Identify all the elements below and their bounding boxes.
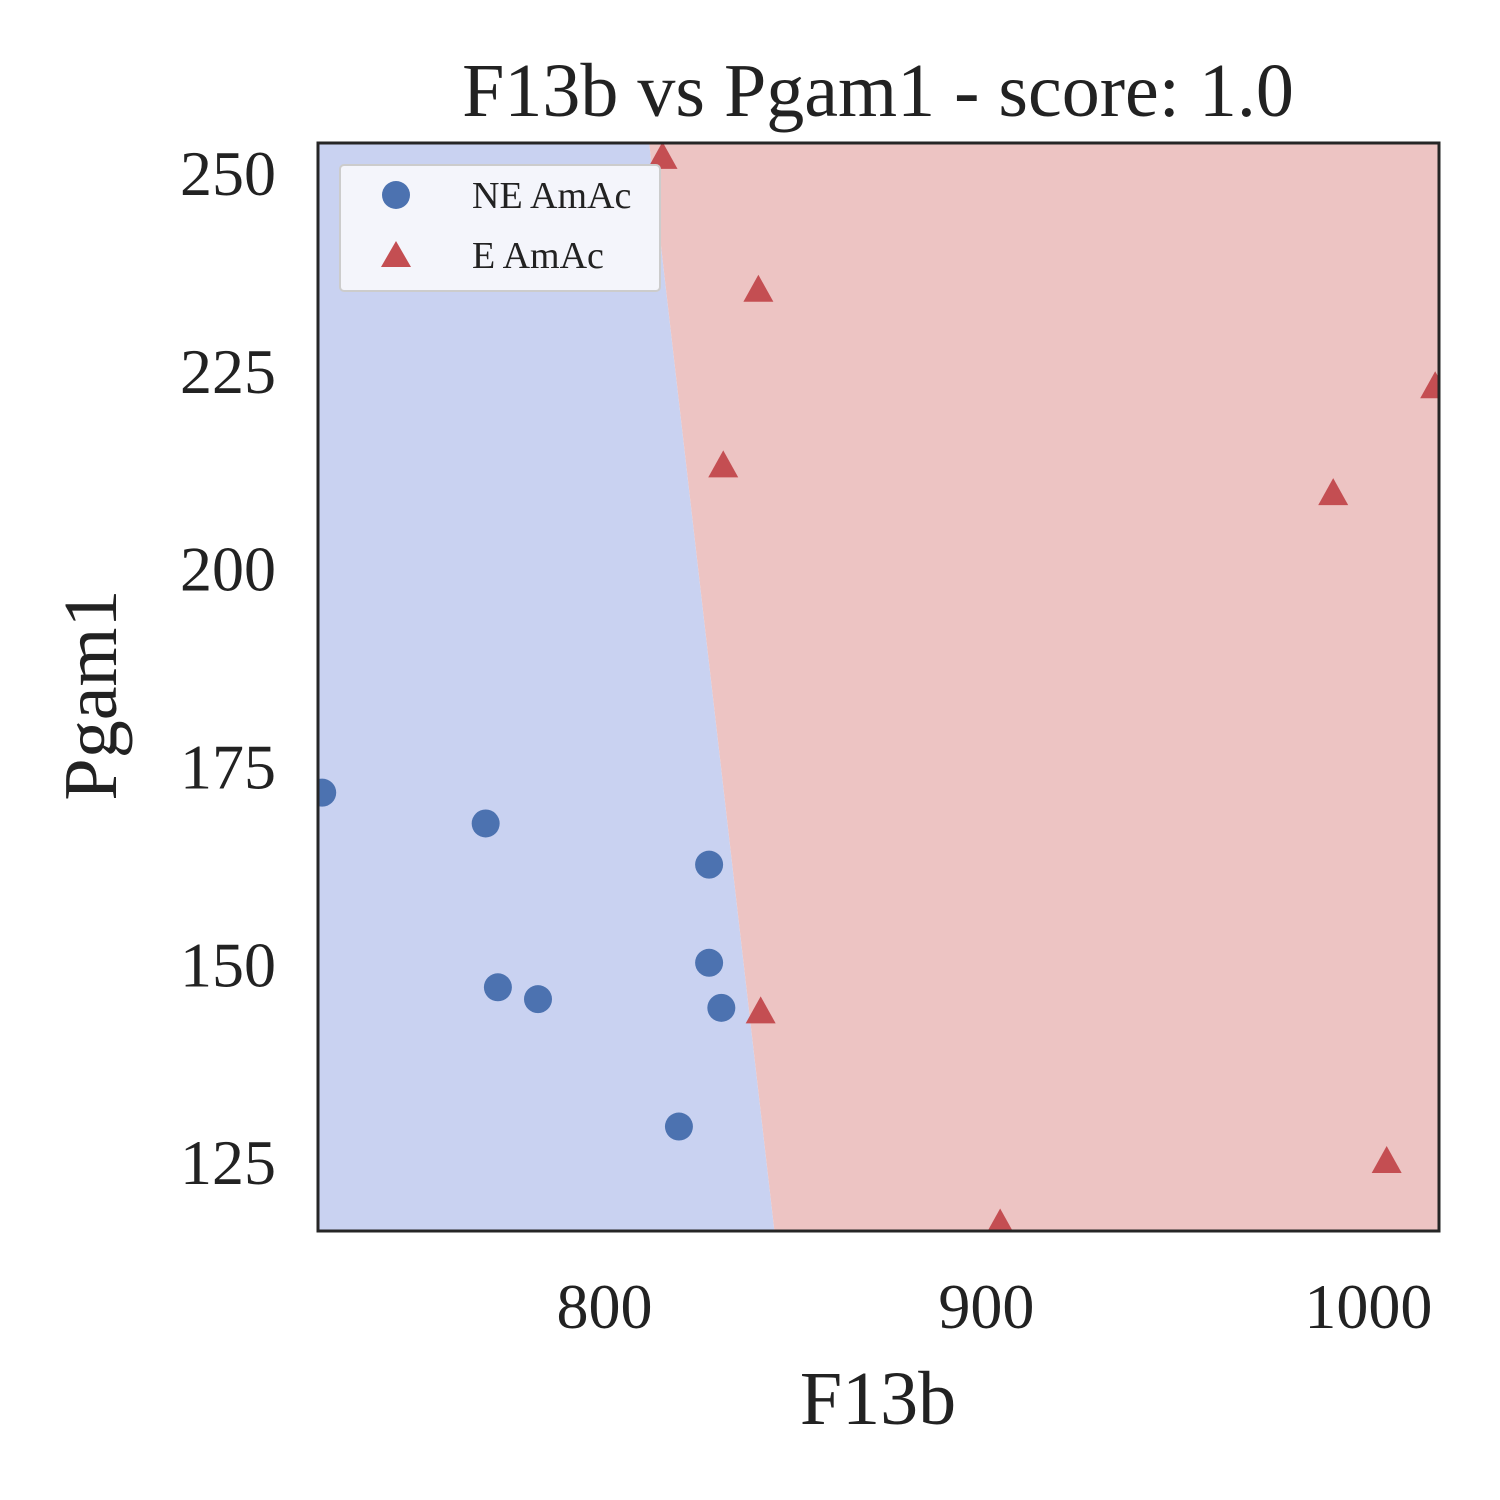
plot-frame	[316, 141, 1441, 1233]
point-ne-amac-4	[523, 985, 552, 1014]
legend-label-e-amac: E AmAc	[472, 235, 604, 277]
point-ne-amac-6	[695, 948, 724, 977]
y-tick-label-125: 125	[180, 1127, 276, 1198]
point-e-amac-6	[745, 996, 776, 1024]
y-tick-label-200: 200	[180, 534, 276, 605]
point-e-amac-4	[1420, 371, 1439, 399]
legend-marker-e-amac	[381, 241, 411, 267]
y-tick-label-250: 250	[180, 138, 276, 209]
data-points	[318, 143, 1439, 1231]
legend-box	[339, 164, 661, 292]
point-ne-amac-8	[664, 1112, 693, 1141]
region-e-amac	[649, 143, 1439, 1231]
point-ne-amac-7	[707, 993, 736, 1022]
point-e-amac-7	[1371, 1145, 1402, 1173]
x-tick-label-1000: 1000	[1304, 1271, 1432, 1342]
y-tick-label-175: 175	[180, 732, 276, 803]
point-e-amac-5	[1318, 478, 1349, 506]
x-axis-ticks: 800 900 1000	[556, 1271, 1432, 1342]
y-tick-label-225: 225	[180, 336, 276, 407]
legend-marker-ne-amac	[382, 181, 410, 209]
legend: NE AmAc E AmAc	[339, 164, 661, 292]
point-ne-amac-2	[471, 809, 500, 838]
y-axis-ticks: 125 150 175 200 225 250	[180, 138, 276, 1198]
y-tick-label-150: 150	[180, 929, 276, 1000]
point-ne-amac-1	[318, 778, 337, 807]
point-e-amac-2	[743, 274, 774, 302]
y-axis-label: Pgam1	[49, 589, 133, 800]
region-ne-amac	[318, 143, 775, 1231]
point-e-amac-8	[987, 1208, 1013, 1231]
point-ne-amac-5	[695, 850, 724, 879]
point-e-amac-3	[708, 450, 739, 478]
x-axis-label: F13b	[800, 1357, 956, 1441]
point-e-amac-1	[647, 143, 678, 169]
legend-label-ne-amac: NE AmAc	[472, 175, 631, 217]
point-ne-amac-3	[483, 973, 512, 1002]
x-tick-label-800: 800	[556, 1271, 652, 1342]
x-tick-label-900: 900	[938, 1271, 1034, 1342]
chart-title: F13b vs Pgam1 - score: 1.0	[462, 49, 1294, 133]
